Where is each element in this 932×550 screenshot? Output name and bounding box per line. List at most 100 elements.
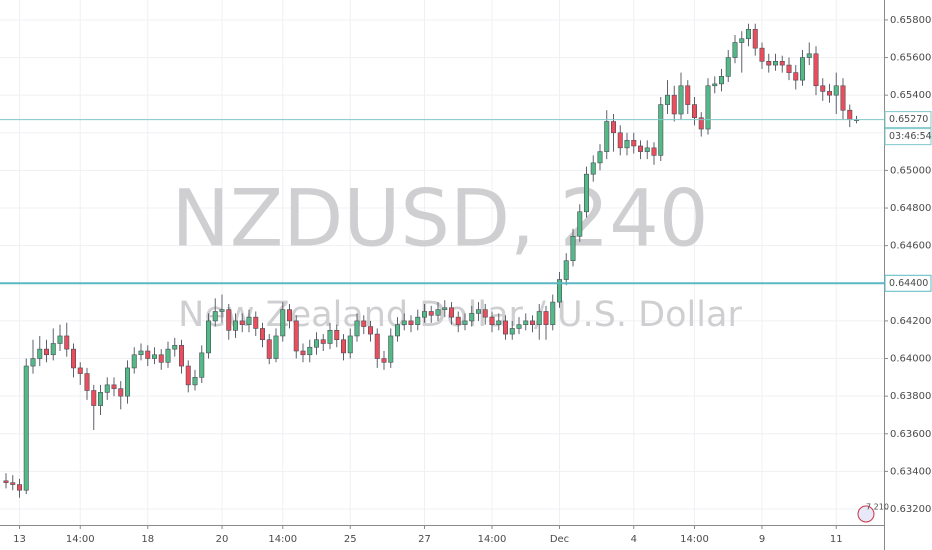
y-tick-label: 0.63200 [890,504,931,515]
candle-body [253,316,259,329]
candle-body [307,346,313,356]
candle-body [300,350,306,356]
candle-body [685,85,691,105]
candle-body [516,324,522,329]
price-label: 0.64400 [889,278,928,289]
x-tick-label: 20 [216,534,229,545]
candle-body [678,85,684,115]
candle-body [705,85,711,130]
candle-body [340,339,346,354]
candle-body [543,311,549,325]
candle-body [793,72,799,81]
y-tick-label: 0.63600 [890,429,931,440]
candle-body [448,307,454,318]
badge-icon[interactable] [857,505,875,523]
candle-body [374,333,380,359]
y-tick-label: 0.64200 [890,316,931,327]
candle-body [455,316,461,325]
price-label: 0.65270 [889,114,928,125]
candle-body [226,309,232,331]
candle-body [23,365,29,491]
candle-body [394,324,400,337]
candle-body [354,320,360,337]
candle-body [219,309,225,312]
candle-body [91,390,97,406]
plot [0,23,884,498]
grid [0,0,884,525]
x-tick-label: 14:00 [680,534,709,545]
candle-body [799,57,805,81]
x-tick-label: 9 [759,534,765,545]
candle-body [199,352,205,378]
x-tick-label: 25 [344,534,357,545]
candle-body [361,320,367,327]
candle-body [246,316,252,325]
badge-text: 7 210 [866,503,889,512]
candle-body [30,358,36,367]
candle-body [401,320,407,325]
candle-body [725,57,731,77]
candle-body [98,392,104,406]
candle-body [577,211,583,237]
candle-body [50,343,56,356]
candle-body [388,335,394,363]
candle-body [469,313,475,322]
y-tick-label: 0.65600 [890,53,931,64]
candle-body [172,345,178,350]
x-tick-label: 18 [141,534,154,545]
candle-body [833,85,839,96]
candle-body [259,328,265,341]
candle-body [664,94,670,105]
candle-body [772,61,778,66]
candle-body [179,345,185,367]
candle-body [496,320,502,325]
candle-body [523,320,529,325]
candle-body [125,367,131,397]
candle-body [840,85,846,111]
candle-body [529,320,535,325]
watermark: NZDUSD, 240 [172,174,709,264]
candle-body [651,147,657,156]
candle-body [381,358,387,363]
candle-body [475,309,481,314]
candle-body [239,320,245,325]
candle-body [752,29,758,49]
candle-body [266,339,272,359]
x-tick-label: 11 [830,534,843,545]
candle-body [192,377,198,386]
candle-body [428,311,434,316]
candle-body [111,384,117,389]
candle-body [658,104,664,156]
y-tick-label: 0.64800 [890,203,931,214]
y-tick-label: 0.65000 [890,165,931,176]
x-tick-label: Dec [550,534,569,545]
y-tick-label: 0.65400 [890,90,931,101]
candle-body [57,335,63,344]
candle-body [550,301,556,325]
candle-body [691,104,697,119]
candle-body [617,132,623,149]
price-label-box [884,111,932,129]
candle-body [624,140,630,149]
candle-body [826,91,832,96]
candle-body [745,29,751,40]
candle-body [152,354,158,359]
candle-body [273,335,279,359]
countdown-box [884,128,932,146]
candle-body [280,309,286,337]
candle-body [671,94,677,115]
candle-body [16,484,22,491]
candle-body [334,330,340,341]
axes: 0.63200 0.63400 0.63600 0.63800 0.64000 0.642… [13,15,932,545]
x-tick-label: 13 [13,534,26,545]
y-tick-label: 0.63800 [890,391,931,402]
countdown: 03:46:54 [889,131,932,142]
candle-body [556,279,562,303]
candle-body [138,350,144,356]
candle-body [759,47,765,62]
candle-body [482,309,488,318]
x-tick-label: 14:00 [478,534,507,545]
candle-body [118,388,124,397]
